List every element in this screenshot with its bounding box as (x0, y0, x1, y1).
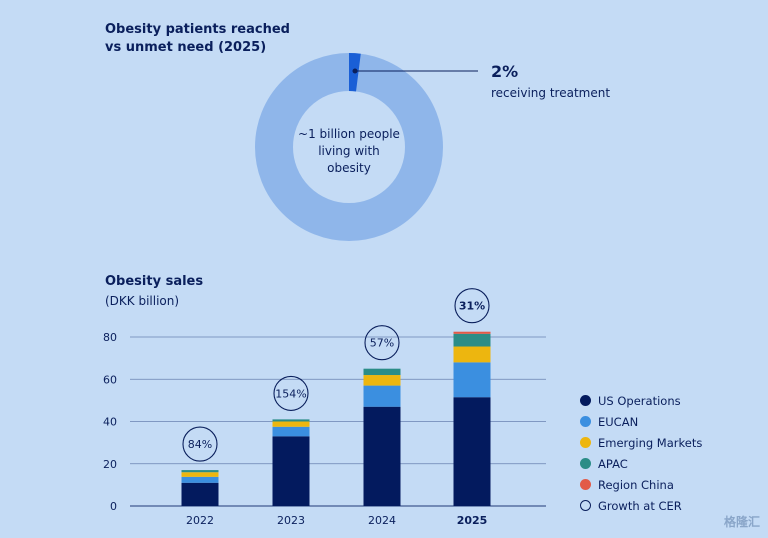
donut-title-line2: vs unmet need (2025) (105, 40, 267, 55)
bar-segment (272, 421, 310, 427)
legend-label: US Operations (598, 393, 681, 408)
legend-label: EUCAN (598, 414, 639, 429)
legend-item-growth: Growth at CER (580, 495, 702, 516)
bar-segment (363, 368, 401, 376)
donut-center-line2: living with (318, 144, 380, 158)
growth-label: 57% (370, 337, 394, 350)
bar-segment (272, 436, 310, 506)
legend-item: Emerging Markets (580, 432, 702, 453)
legend-swatch (580, 479, 591, 490)
bar-segment (363, 385, 401, 407)
growth-circle (182, 426, 218, 462)
bar-segment (453, 346, 491, 363)
growth-label: 84% (188, 438, 212, 451)
chart-legend: US Operations EUCAN Emerging Markets APAC Re… (580, 390, 702, 516)
growth-circle-icon (580, 500, 591, 511)
donut-chart (255, 53, 478, 241)
growth-circle (454, 288, 490, 324)
donut-center-line3: obesity (327, 161, 371, 175)
bar-segment (181, 472, 219, 477)
bar-segment (181, 470, 219, 473)
legend-item: Region China (580, 474, 702, 495)
bar-segment (453, 362, 491, 398)
bar-segment (272, 419, 310, 422)
legend-item: EUCAN (580, 411, 702, 432)
bar-segment (272, 426, 310, 437)
chart-subtitle: (DKK billion) (105, 294, 180, 308)
legend-label: Region China (598, 477, 674, 492)
y-tick-label: 40 (103, 416, 117, 429)
x-tick-label: 2024 (368, 514, 396, 527)
bar-segment (181, 482, 219, 506)
callout-value: 2% (491, 62, 519, 81)
growth-label: 31% (459, 300, 485, 313)
x-tick-label: 2023 (277, 514, 305, 527)
legend-label: Emerging Markets (598, 435, 703, 450)
y-tick-label: 20 (103, 458, 117, 471)
watermark-logo: 格隆汇 (723, 515, 760, 529)
donut-title: Obesity patients reached vs unmet need (… (105, 21, 290, 57)
bar-segment (363, 375, 401, 386)
y-tick-label: 80 (103, 331, 117, 344)
donut-center-line1: ~1 billion people (298, 127, 400, 141)
legend-item: APAC (580, 453, 702, 474)
callout-label: receiving treatment (491, 86, 611, 100)
growth-label: 154% (275, 387, 306, 400)
legend-label: APAC (598, 456, 628, 471)
legend-label-growth: Growth at CER (598, 498, 682, 513)
legend-item: US Operations (580, 390, 702, 411)
bar-segment (181, 476, 219, 483)
chart-title: Obesity sales (105, 274, 204, 289)
callout-dot (352, 68, 358, 74)
bar-segment (453, 397, 491, 506)
bar-segment (363, 406, 401, 506)
bar-segment (453, 333, 491, 347)
y-tick-label: 60 (103, 373, 117, 386)
growth-circle (364, 325, 400, 361)
legend-swatch (580, 395, 591, 406)
donut-center-text: ~1 billion people living with obesity (290, 126, 408, 177)
growth-circle (273, 375, 309, 411)
donut-title-line1: Obesity patients reached (105, 22, 290, 37)
y-tick-label: 0 (110, 500, 117, 513)
x-tick-label: 2022 (186, 514, 214, 527)
x-tick-label: 2025 (457, 514, 488, 527)
bar-segment (453, 331, 491, 334)
legend-swatch (580, 437, 591, 448)
legend-swatch (580, 458, 591, 469)
legend-swatch (580, 416, 591, 427)
